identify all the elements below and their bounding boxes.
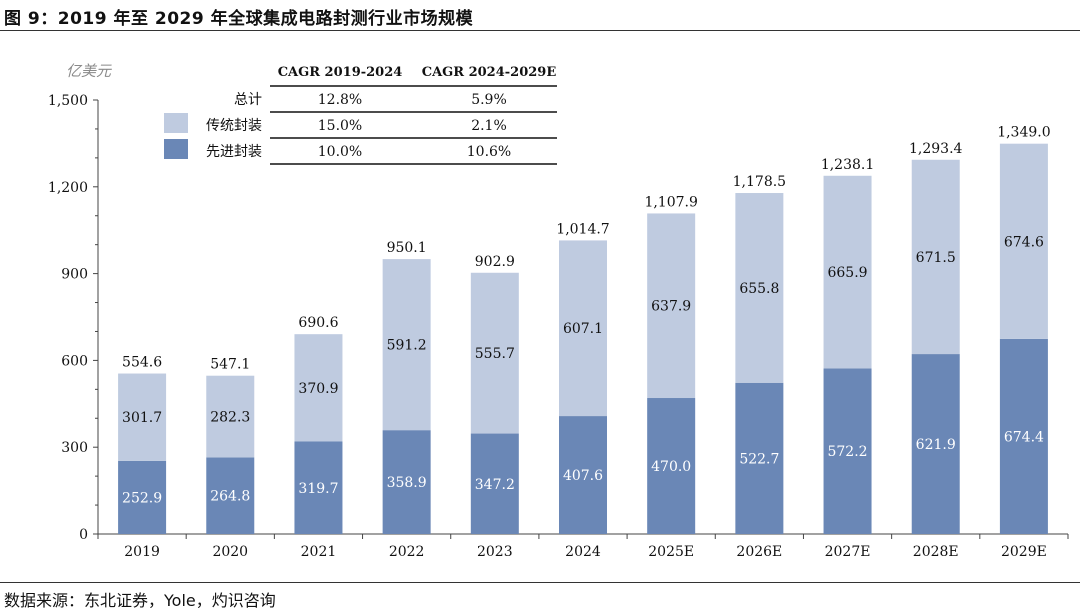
bar-label-traditional: 370.9 (298, 381, 338, 397)
y-tick-label: 900 (61, 267, 88, 283)
bar-label-total: 554.6 (122, 355, 162, 371)
bar-advanced (382, 430, 431, 534)
bar-label-advanced: 522.7 (739, 451, 779, 467)
bar-label-advanced: 264.8 (210, 489, 250, 505)
axes: 0 300 600 900 1,200 1,500 2019 2020 2021 2022 2023… (48, 93, 1069, 560)
x-tick-label: 2019 (124, 544, 160, 560)
bar-label-total: 547.1 (210, 357, 250, 373)
x-tick-label: 2025E (648, 544, 694, 560)
bars: 252.9 301.7 554.6 264.8 282.3 547.1 319.7 370.9… (118, 125, 1051, 534)
bar-advanced (206, 457, 255, 534)
legend-swatch-traditional (164, 113, 188, 133)
y-tick-label: 0 (79, 527, 88, 543)
x-tick-label: 2021 (301, 544, 337, 560)
cagr-row-label: 先进封装 (206, 144, 262, 160)
legend-swatch-advanced (164, 139, 188, 159)
cagr-row-label: 传统封装 (206, 118, 262, 134)
bar-label-traditional: 282.3 (210, 410, 250, 426)
cagr-value: 12.8% (318, 92, 362, 108)
figure-source: 数据来源：东北证券，Yole，灼识咨询 (4, 591, 276, 610)
bar-advanced (647, 398, 696, 534)
y-tick-label: 1,500 (48, 93, 88, 109)
bar-advanced (470, 433, 519, 534)
bar-traditional (118, 373, 167, 461)
bar-traditional (294, 334, 343, 442)
cagr-value: 2.1% (471, 118, 507, 134)
bar-advanced (823, 368, 872, 534)
x-tick-label: 2028E (913, 544, 959, 560)
bar-traditional (470, 272, 519, 434)
bottom-rule (0, 582, 1080, 583)
bar-traditional (206, 375, 255, 458)
bar-label-traditional: 665.9 (827, 265, 867, 281)
bar-traditional (382, 259, 431, 431)
bar-traditional (559, 240, 607, 417)
bar-advanced (559, 416, 607, 534)
x-tick-label: 2022 (389, 544, 425, 560)
bar-label-advanced: 674.4 (1004, 429, 1044, 445)
bar-label-advanced: 572.2 (827, 444, 867, 460)
cagr-header: CAGR 2019-2024 (278, 65, 403, 80)
bar-label-advanced: 252.9 (122, 490, 162, 506)
bar-label-traditional: 607.1 (563, 321, 603, 337)
bar-label-total: 902.9 (475, 254, 515, 270)
cagr-value: 10.0% (318, 144, 362, 160)
x-tick-label: 2024 (565, 544, 601, 560)
bar-label-total: 1,014.7 (556, 221, 609, 237)
bar-label-total: 1,178.5 (733, 174, 786, 190)
stacked-bar-chart: 亿美元 0 300 600 900 1,200 1,500 2019 2020 2021 2022… (48, 62, 1069, 560)
bar-advanced (735, 382, 784, 534)
cagr-value: 10.6% (467, 144, 511, 160)
bar-label-traditional: 671.5 (916, 250, 956, 266)
x-tick-label: 2026E (736, 544, 782, 560)
bar-label-advanced: 621.9 (916, 437, 956, 453)
unit-label: 亿美元 (66, 62, 112, 80)
bar-traditional (647, 213, 696, 399)
bar-label-traditional: 591.2 (387, 338, 427, 354)
top-rule (0, 30, 1080, 31)
x-tick-label: 2029E (1001, 544, 1047, 560)
bar-label-traditional: 674.6 (1004, 234, 1044, 250)
bar-label-advanced: 319.7 (298, 481, 338, 497)
cagr-table: CAGR 2019-2024 CAGR 2024-2029E 总计 12.8% 5.9%… (164, 65, 557, 165)
y-tick-label: 600 (61, 353, 88, 369)
bar-label-advanced: 407.6 (563, 468, 603, 484)
bar-traditional (823, 175, 872, 369)
bar-traditional (999, 143, 1048, 339)
cagr-value: 15.0% (318, 118, 362, 134)
x-tick-label: 2023 (477, 544, 513, 560)
cagr-header: CAGR 2024-2029E (422, 65, 557, 80)
bar-label-traditional: 655.8 (739, 281, 779, 297)
bar-label-traditional: 637.9 (651, 299, 691, 315)
x-tick-label: 2027E (825, 544, 871, 560)
bar-label-total: 950.1 (387, 240, 427, 256)
bar-label-traditional: 555.7 (475, 346, 515, 362)
bar-label-advanced: 358.9 (387, 475, 427, 491)
bar-label-advanced: 470.0 (651, 459, 691, 475)
bar-label-traditional: 301.7 (122, 410, 162, 426)
bar-advanced (999, 338, 1048, 534)
bar-advanced (118, 460, 167, 534)
y-tick-label: 300 (61, 440, 88, 456)
bar-label-total: 1,293.4 (909, 141, 963, 157)
bar-label-advanced: 347.2 (475, 477, 515, 493)
cagr-row-label: 总计 (234, 92, 262, 108)
bar-label-total: 1,107.9 (644, 194, 697, 210)
bar-advanced (911, 354, 960, 534)
bar-traditional (911, 159, 960, 355)
figure-title: 图 9：2019 年至 2029 年全球集成电路封测行业市场规模 (4, 9, 474, 29)
bar-label-total: 1,349.0 (997, 125, 1050, 141)
bar-label-total: 1,238.1 (821, 157, 874, 173)
bar-traditional (735, 193, 784, 383)
x-tick-label: 2020 (212, 544, 248, 560)
cagr-value: 5.9% (471, 92, 507, 108)
y-tick-label: 1,200 (48, 180, 88, 196)
bar-label-total: 690.6 (298, 315, 338, 331)
bar-advanced (294, 441, 343, 534)
